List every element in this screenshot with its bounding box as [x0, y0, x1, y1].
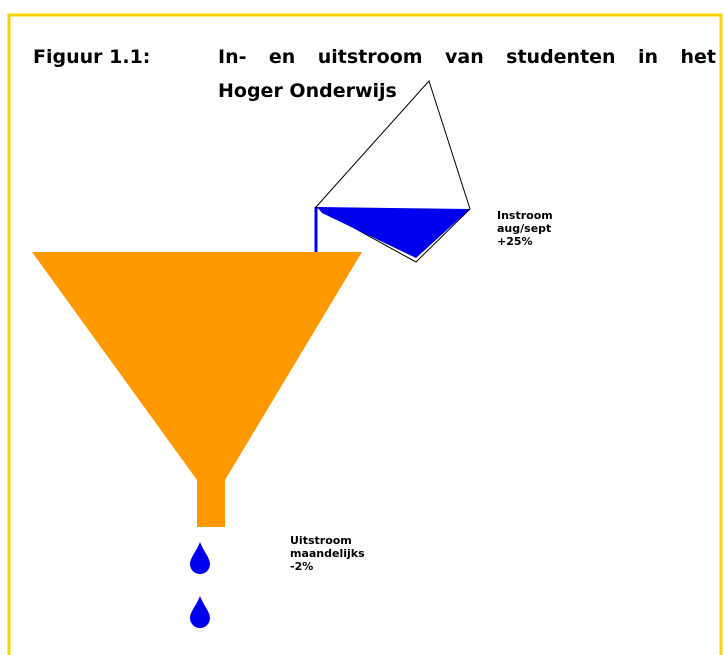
label-line: aug/sept [497, 222, 553, 235]
outflow-label: Uitstroom maandelijks -2% [290, 534, 365, 573]
label-line: Instroom [497, 209, 553, 222]
funnel [32, 252, 362, 527]
label-line: -2% [290, 560, 365, 573]
drop [190, 542, 210, 574]
label-line: maandelijks [290, 547, 365, 560]
bucket-water [317, 207, 470, 258]
inflow-label: Instroom aug/sept +25% [497, 209, 553, 248]
drop [190, 596, 210, 628]
figure-number: Figuur 1.1: [33, 40, 150, 74]
label-line: +25% [497, 235, 553, 248]
page: Figuur 1.1: In- en uitstroom van student… [0, 0, 724, 655]
label-line: Uitstroom [290, 534, 365, 547]
title-line: In- en uitstroom van studenten in het [218, 40, 716, 74]
title-line: Hoger Onderwijs [218, 74, 397, 108]
